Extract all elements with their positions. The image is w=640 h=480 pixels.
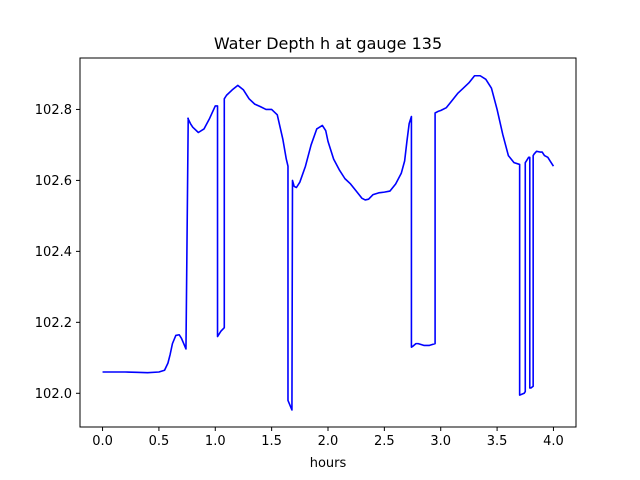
y-tick-label: 102.2 xyxy=(35,316,72,331)
y-axis: 102.0 102.2 102.4 102.6 102.8 xyxy=(35,103,80,402)
chart-title: Water Depth h at gauge 135 xyxy=(214,34,442,53)
x-tick-label: 3.5 xyxy=(487,434,508,449)
x-tick-label: 1.5 xyxy=(261,434,282,449)
x-tick-label: 0.0 xyxy=(92,434,113,449)
x-axis-label: hours xyxy=(310,456,347,471)
series-line-0 xyxy=(102,74,555,411)
x-tick-label: 3.0 xyxy=(430,434,451,449)
x-tick-label: 2.0 xyxy=(318,434,339,449)
y-tick-label: 102.0 xyxy=(35,387,72,402)
y-tick-label: 102.6 xyxy=(35,174,72,189)
y-tick-label: 102.4 xyxy=(35,245,72,260)
x-axis: 0.0 0.5 1.0 1.5 2.0 2.5 3.0 3.5 4.0 xyxy=(92,427,564,449)
plot-area xyxy=(102,74,555,411)
x-tick-label: 0.5 xyxy=(149,434,170,449)
y-tick-label: 102.8 xyxy=(35,103,72,118)
x-tick-label: 2.5 xyxy=(374,434,395,449)
x-tick-label: 1.0 xyxy=(205,434,226,449)
x-tick-label: 4.0 xyxy=(543,434,564,449)
